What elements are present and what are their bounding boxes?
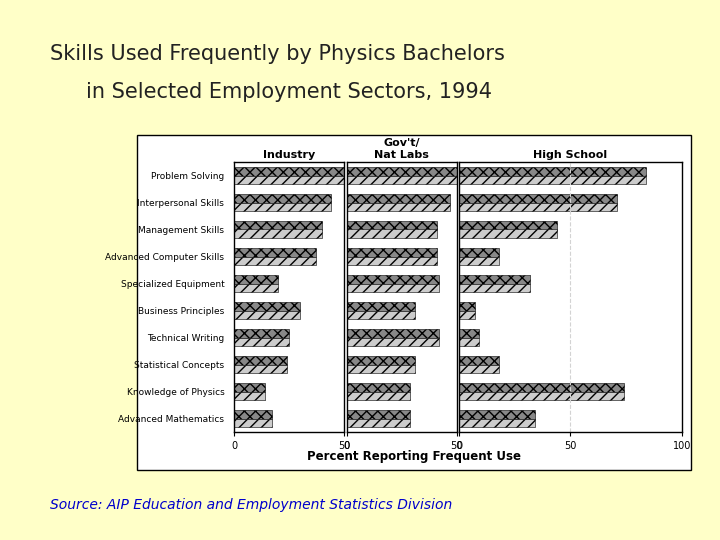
Bar: [234, 202, 331, 211]
Bar: [459, 338, 479, 346]
Bar: [459, 329, 479, 338]
Bar: [346, 194, 450, 202]
Bar: [459, 194, 617, 202]
Title: Industry: Industry: [263, 150, 315, 160]
Bar: [234, 248, 315, 256]
Bar: [346, 383, 410, 391]
Bar: [234, 392, 265, 400]
Bar: [234, 256, 315, 265]
Bar: [234, 410, 271, 418]
Bar: [459, 383, 624, 391]
Text: Source: AIP Education and Employment Statistics Division: Source: AIP Education and Employment Sta…: [50, 498, 453, 512]
Bar: [459, 167, 646, 176]
Bar: [459, 392, 624, 400]
Bar: [234, 194, 331, 202]
Bar: [234, 329, 289, 338]
Text: in Selected Employment Sectors, 1994: in Selected Employment Sectors, 1994: [86, 82, 492, 102]
Bar: [346, 356, 415, 364]
Bar: [459, 310, 474, 319]
Bar: [234, 284, 278, 292]
Bar: [234, 176, 344, 184]
Bar: [459, 221, 557, 230]
Bar: [234, 221, 323, 230]
Title: Gov't/
Nat Labs: Gov't/ Nat Labs: [374, 138, 429, 160]
Bar: [234, 364, 287, 373]
Bar: [234, 338, 289, 346]
Title: High School: High School: [534, 150, 608, 160]
Bar: [234, 275, 278, 284]
Bar: [234, 230, 323, 238]
Text: Skills Used Frequently by Physics Bachelors: Skills Used Frequently by Physics Bachel…: [50, 44, 505, 64]
Bar: [459, 418, 535, 427]
Bar: [346, 329, 439, 338]
Bar: [346, 338, 439, 346]
Bar: [346, 202, 450, 211]
Bar: [234, 356, 287, 364]
Bar: [346, 418, 410, 427]
Bar: [234, 418, 271, 427]
Bar: [346, 392, 410, 400]
Bar: [459, 202, 617, 211]
Bar: [137, 135, 691, 470]
Bar: [346, 176, 457, 184]
Bar: [346, 221, 437, 230]
Bar: [234, 383, 265, 391]
Bar: [459, 230, 557, 238]
Bar: [346, 364, 415, 373]
Bar: [346, 410, 410, 418]
Bar: [346, 302, 415, 310]
Bar: [234, 310, 300, 319]
Bar: [459, 248, 499, 256]
Bar: [346, 284, 439, 292]
Bar: [459, 356, 499, 364]
Bar: [234, 167, 344, 176]
Bar: [234, 302, 300, 310]
Bar: [346, 248, 437, 256]
Bar: [459, 256, 499, 265]
Bar: [346, 275, 439, 284]
Bar: [346, 310, 415, 319]
Bar: [459, 284, 531, 292]
Bar: [346, 256, 437, 265]
Text: Percent Reporting Frequent Use: Percent Reporting Frequent Use: [307, 450, 521, 463]
Bar: [346, 230, 437, 238]
Bar: [459, 275, 531, 284]
Bar: [459, 410, 535, 418]
Bar: [346, 167, 457, 176]
Bar: [459, 176, 646, 184]
Bar: [459, 364, 499, 373]
Bar: [459, 302, 474, 310]
